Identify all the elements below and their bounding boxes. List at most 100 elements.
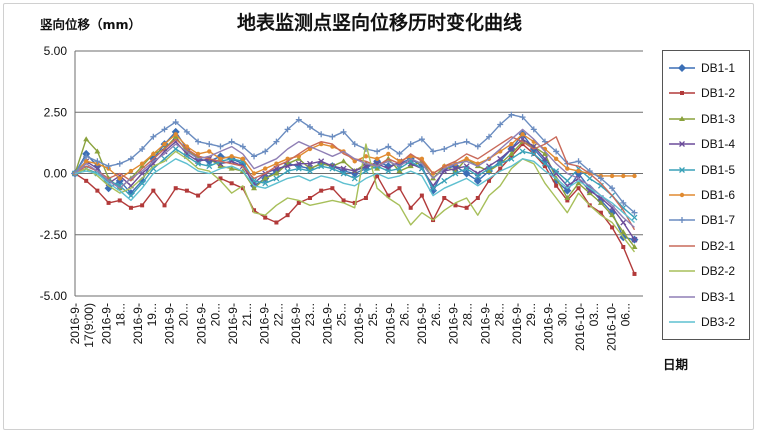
x-tick-label: 2016-9-25... — [352, 303, 380, 344]
legend-marker — [679, 217, 685, 224]
data-point — [441, 146, 448, 152]
data-point — [263, 215, 268, 220]
data-point — [530, 150, 537, 157]
series-db3-2 — [74, 158, 635, 224]
data-point — [442, 196, 447, 200]
data-point — [575, 180, 582, 186]
data-point — [453, 203, 458, 208]
x-tick-label: 2016-9-26... — [384, 303, 412, 344]
chart-frame — [3, 3, 754, 430]
data-point — [251, 185, 258, 191]
data-point — [542, 155, 548, 162]
data-point — [128, 205, 133, 210]
data-point — [128, 168, 134, 174]
data-point — [251, 153, 258, 160]
y-tick-label: 0.00 — [44, 167, 68, 181]
data-point — [83, 159, 89, 164]
legend-marker — [678, 64, 686, 72]
data-point — [173, 132, 178, 137]
data-point — [295, 165, 302, 172]
data-point — [597, 182, 604, 189]
x-tick-label: 2016-9-28... — [447, 303, 475, 344]
data-point — [631, 244, 638, 249]
data-point — [575, 158, 582, 165]
legend-item: DB2-1 — [663, 236, 751, 256]
data-point — [229, 154, 234, 159]
data-point — [452, 170, 459, 177]
data-point — [172, 146, 179, 152]
data-point — [541, 150, 548, 156]
series-db1-7 — [72, 111, 638, 216]
data-point — [83, 136, 90, 142]
data-point — [139, 161, 145, 166]
data-point — [273, 170, 280, 176]
data-point — [206, 163, 213, 170]
legend-item: DB2-2 — [663, 261, 751, 281]
data-point — [207, 149, 212, 154]
data-point — [296, 200, 301, 205]
data-point — [217, 143, 224, 150]
x-tick-label: 2016-9-23... — [289, 303, 317, 344]
data-point — [126, 189, 135, 198]
data-point — [329, 165, 336, 172]
data-point — [464, 156, 469, 161]
data-point — [498, 166, 503, 171]
legend-item: DB3-2 — [663, 312, 751, 332]
legend-label: DB1-1 — [701, 61, 736, 75]
legend-label: DB3-1 — [701, 289, 736, 304]
data-point — [173, 186, 178, 191]
data-point — [319, 188, 324, 193]
data-point — [116, 160, 123, 167]
data-point — [374, 165, 381, 171]
x-tick-label: 2016-9-19... — [131, 303, 159, 344]
data-point — [509, 141, 514, 147]
data-point — [475, 196, 480, 200]
legend-item: DB1-2 — [663, 83, 751, 103]
legend-label: DB1-7 — [701, 213, 736, 228]
data-point — [464, 205, 469, 210]
data-point — [251, 171, 257, 176]
data-point — [487, 178, 492, 183]
legend-swatch — [669, 141, 695, 148]
series-line — [74, 143, 636, 253]
data-point — [162, 203, 167, 208]
y-tick-label: 5.00 — [44, 44, 68, 58]
data-point — [83, 153, 90, 160]
data-point — [105, 163, 112, 170]
x-tick-label: 2016-9-29... — [510, 303, 538, 344]
data-point — [553, 168, 560, 175]
data-point — [620, 219, 627, 226]
data-point — [206, 141, 213, 148]
legend-item: DB3-1 — [663, 287, 751, 307]
legend-item: DB1-5 — [663, 160, 751, 180]
data-point — [138, 176, 147, 185]
data-point — [262, 180, 269, 187]
x-tick-label: 2016-9-17(9:00) — [68, 303, 96, 348]
x-tick-label: 2016-9-20... — [163, 303, 191, 344]
legend-item: DB1-3 — [663, 109, 751, 129]
data-point — [530, 126, 537, 133]
data-point — [351, 141, 358, 148]
data-point — [362, 168, 369, 175]
legend-label: DB1-3 — [701, 111, 736, 126]
data-point — [486, 168, 493, 174]
data-point — [318, 158, 325, 165]
legend-item: DB1-7 — [663, 210, 751, 230]
data-point — [117, 198, 122, 203]
legend-swatch — [669, 244, 695, 247]
data-point — [218, 156, 223, 161]
chart-title: 地表监测点竖向位移历时变化曲线 — [236, 12, 522, 34]
data-point — [418, 136, 425, 143]
data-point — [554, 183, 559, 188]
data-point — [620, 229, 627, 235]
data-point — [397, 186, 402, 191]
data-point — [407, 163, 414, 169]
data-point — [542, 164, 547, 169]
legend-swatch — [669, 166, 695, 173]
data-point — [195, 138, 202, 145]
data-point — [217, 163, 224, 169]
data-point — [285, 213, 290, 218]
data-point — [228, 165, 235, 171]
legend-swatch — [669, 217, 695, 224]
data-point — [284, 163, 291, 170]
